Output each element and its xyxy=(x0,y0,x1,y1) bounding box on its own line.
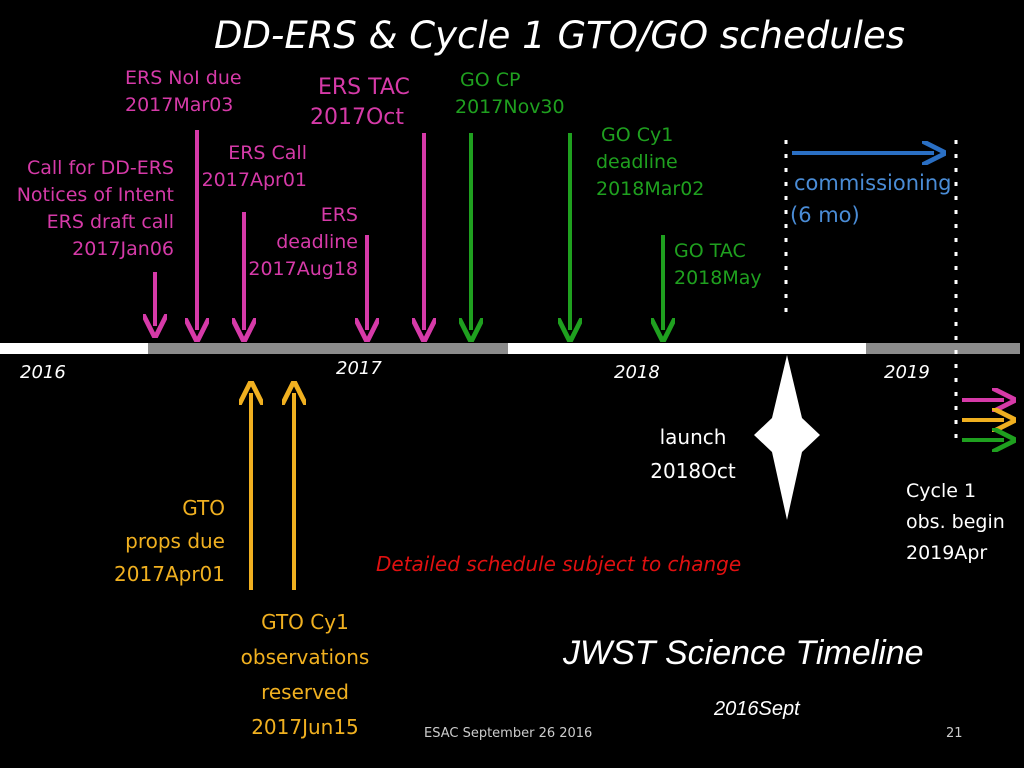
year-2016: 2016 xyxy=(20,362,66,383)
timeline-2018 xyxy=(508,343,866,354)
timeline-2016 xyxy=(0,343,148,354)
gto-cy1-label: GTO Cy1 observations reserved 2017Jun15 xyxy=(240,610,370,739)
year-2019: 2019 xyxy=(884,362,930,383)
ers-tac-label: ERS TAC 2017Oct xyxy=(310,75,410,130)
ers-call-label: ERS Call 2017Apr01 xyxy=(201,142,307,191)
timeline-title: JWST Science Timeline xyxy=(563,634,924,672)
schedule-note: Detailed schedule subject to change xyxy=(376,552,742,576)
go-cy1-label: GO Cy1 deadline 2018Mar02 xyxy=(596,124,705,200)
timeline-date: 2016Sept xyxy=(714,698,800,720)
year-2017: 2017 xyxy=(336,358,382,379)
slide-number: 21 xyxy=(946,726,963,741)
call-ddears-label: Call for DD-ERS Notices of Intent ERS dr… xyxy=(16,157,174,260)
commissioning-label: commissioning (6 mo) xyxy=(790,171,952,227)
launch-label: launch 2018Oct xyxy=(650,425,736,483)
gto-props-label: GTO props due 2017Apr01 xyxy=(114,496,225,586)
slide-title: DD-ERS & Cycle 1 GTO/GO schedules xyxy=(214,14,905,57)
ers-deadline-label: ERS deadline 2017Aug18 xyxy=(248,204,358,280)
cycle1-label: Cycle 1 obs. begin 2019Apr xyxy=(906,480,1005,564)
year-2018: 2018 xyxy=(614,362,660,383)
launch-star xyxy=(754,355,820,520)
go-cp-label: GO CP 2017Nov30 xyxy=(455,69,565,118)
go-tac-label: GO TAC 2018May xyxy=(674,240,762,289)
footer-text: ESAC September 26 2016 xyxy=(424,726,593,741)
timeline-2019 xyxy=(866,343,1020,354)
timeline-2017 xyxy=(148,343,508,354)
ers-noi-label: ERS NoI due 2017Mar03 xyxy=(125,67,242,116)
